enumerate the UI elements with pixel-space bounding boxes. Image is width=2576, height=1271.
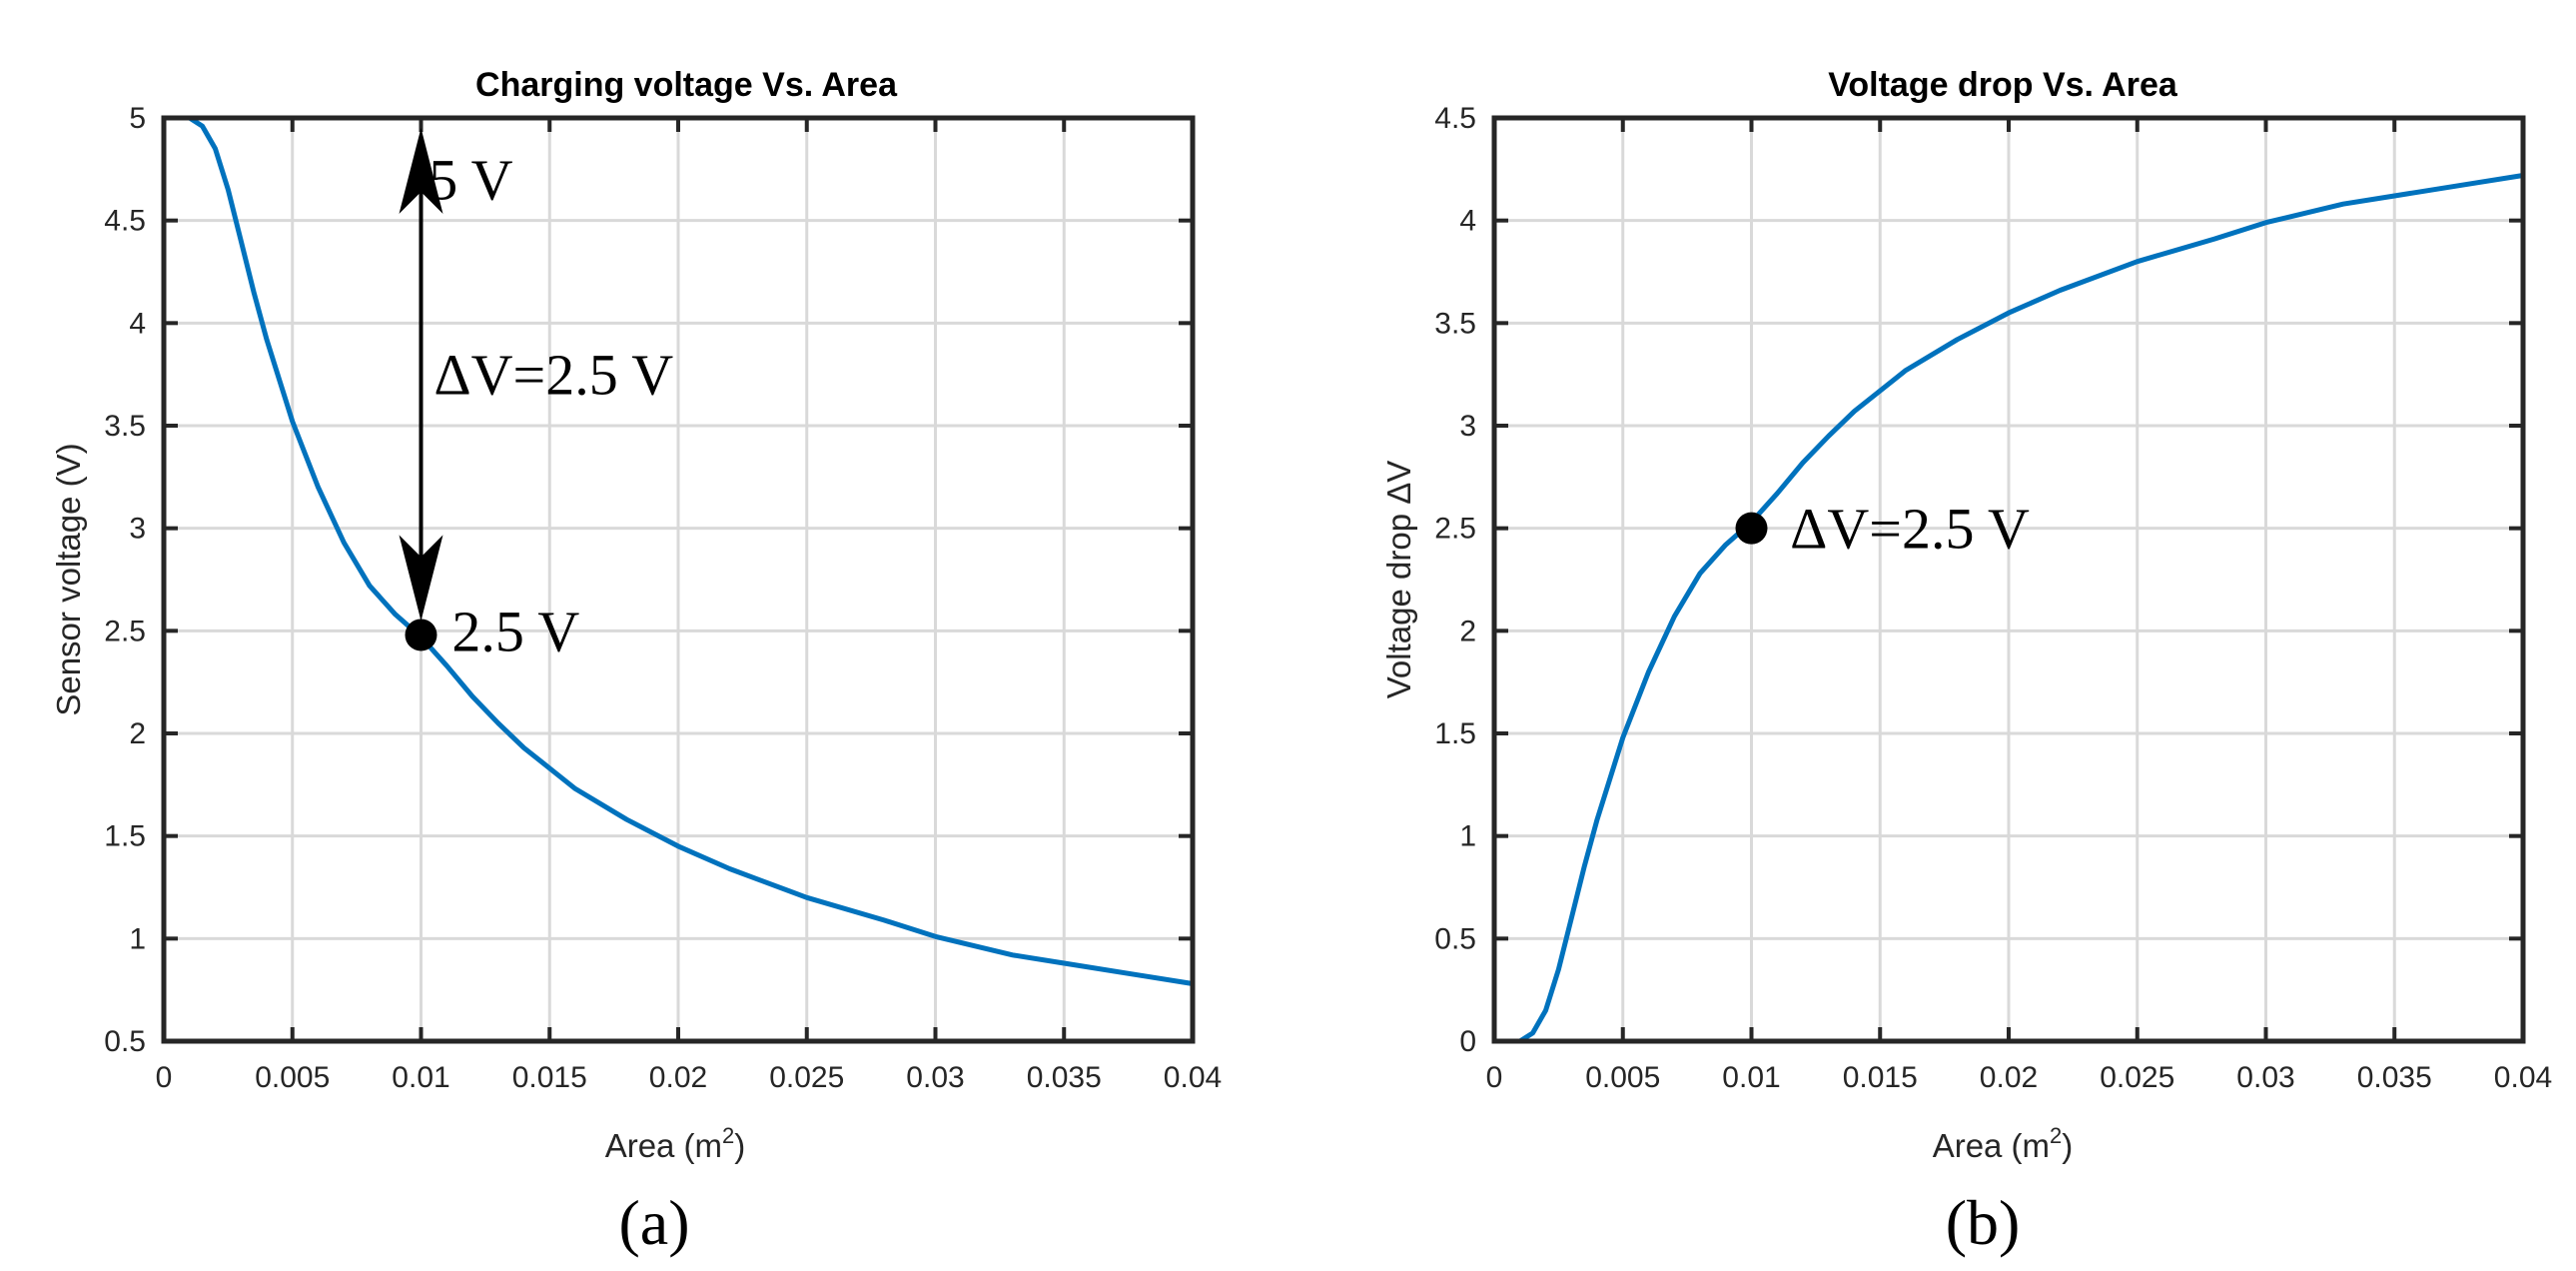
chart-a-annotation: 5 V	[429, 148, 512, 213]
chart-a-axes-frame	[161, 115, 1196, 1044]
chart-a-x-axis-label: Area (m2)	[605, 1123, 746, 1164]
chart-a-x-tick-label: 0.025	[769, 1061, 844, 1094]
chart-b-data-point-marker	[1735, 512, 1768, 545]
chart-a-delta-arrow	[399, 128, 443, 622]
chart-a-data-point-marker	[405, 619, 437, 651]
chart-a-x-tick-labels: 0 0.005 0.01 0.015 0.02 0.025 0.03 0.035 0.04	[156, 1061, 1223, 1094]
chart-b-y-tick-label: 1	[1459, 820, 1476, 853]
delta-arrow-head-up	[399, 128, 443, 214]
chart-a-annotations: 5 V ΔV=2.5 V 2.5 V	[429, 148, 673, 664]
chart-a-x-tick-label: 0.01	[392, 1061, 449, 1094]
chart-a-y-tick-label: 2	[129, 717, 146, 750]
chart-b-axes-frame	[1491, 115, 2526, 1044]
chart-a-x-tick-label: 0.04	[1164, 1061, 1222, 1094]
chart-b-series-line-1	[1517, 173, 2526, 1044]
chart-a-series-line-1	[187, 115, 1196, 986]
chart-a-panel-label: (a)	[618, 1187, 689, 1258]
chart-a-y-tick-label: 5	[129, 102, 146, 135]
chart-a-grid	[162, 116, 1195, 1043]
chart-b-y-tick-label: 2	[1459, 615, 1476, 647]
chart-b-x-tick-label: 0.03	[2236, 1061, 2294, 1094]
chart-a-x-tick-label: 0.035	[1027, 1061, 1102, 1094]
chart-b-y-tick-label: 0	[1459, 1025, 1476, 1058]
chart-a-annotation: ΔV=2.5 V	[433, 343, 673, 408]
chart-b-x-tick-label: 0.01	[1722, 1061, 1780, 1094]
chart-b-panel-label: (b)	[1946, 1187, 2021, 1258]
chart-b-x-tick-label: 0	[1486, 1061, 1503, 1094]
chart-a-y-tick-label: 1	[129, 922, 146, 955]
chart-b-y-tick-label: 4	[1459, 205, 1476, 238]
chart-a: Charging voltage Vs. Area 0 0.005 0.01 0.01…	[50, 66, 1222, 1258]
chart-a-y-tick-label: 0.5	[104, 1025, 146, 1058]
chart-a-x-tick-label: 0	[156, 1061, 173, 1094]
chart-b: Voltage drop Vs. Area 0 0.005 0.01 0.015 0.0…	[1380, 66, 2552, 1258]
chart-b-y-tick-label: 1.5	[1434, 717, 1476, 750]
chart-b-x-tick-label: 0.005	[1585, 1061, 1660, 1094]
chart-b-x-axis-label: Area (m2)	[1933, 1123, 2074, 1164]
chart-b-annotation: ΔV=2.5 V	[1790, 497, 2030, 562]
chart-b-marker	[1735, 512, 1768, 545]
chart-b-y-tick-labels: 0 0.5 1 1.5 2 2.5 3 3.5 4 4.5	[1434, 102, 1476, 1058]
chart-b-x-tick-label: 0.025	[2100, 1061, 2174, 1094]
chart-b-x-tick-label: 0.02	[1980, 1061, 2038, 1094]
chart-b-series	[1517, 173, 2526, 1044]
chart-a-series	[187, 115, 1196, 986]
chart-a-x-tick-label: 0.03	[906, 1061, 964, 1094]
chart-b-grid	[1492, 116, 2525, 1043]
chart-b-x-tick-label: 0.035	[2357, 1061, 2432, 1094]
chart-a-y-tick-labels: 0.5 1 1.5 2 2.5 3 3.5 4 4.5 5	[104, 102, 146, 1058]
chart-a-y-axis-label: Sensor voltage (V)	[50, 443, 87, 715]
chart-b-y-axis-label: Voltage drop ΔV	[1380, 461, 1417, 699]
chart-a-y-tick-label: 1.5	[104, 820, 146, 853]
chart-b-y-tick-label: 2.5	[1434, 513, 1476, 546]
delta-arrow-head-down	[399, 535, 443, 622]
chart-b-y-tick-label: 4.5	[1434, 102, 1476, 135]
chart-a-title: Charging voltage Vs. Area	[475, 66, 898, 104]
chart-b-y-tick-label: 3.5	[1434, 307, 1476, 340]
chart-b-x-tick-label: 0.015	[1843, 1061, 1918, 1094]
chart-a-y-tick-label: 4	[129, 307, 146, 340]
chart-b-x-tick-labels: 0 0.005 0.01 0.015 0.02 0.025 0.03 0.035 0.04	[1486, 1061, 2553, 1094]
chart-b-y-tick-label: 3	[1459, 410, 1476, 443]
chart-a-x-tick-label: 0.02	[649, 1061, 707, 1094]
chart-a-y-tick-label: 3.5	[104, 410, 146, 443]
chart-b-x-tick-label: 0.04	[2494, 1061, 2552, 1094]
chart-a-annotation: 2.5 V	[451, 599, 579, 663]
chart-b-annotations: ΔV=2.5 V	[1790, 497, 2030, 562]
chart-b-title: Voltage drop Vs. Area	[1828, 66, 2178, 104]
chart-a-y-tick-label: 4.5	[104, 205, 146, 238]
chart-b-y-tick-label: 0.5	[1434, 922, 1476, 955]
chart-a-y-tick-label: 2.5	[104, 615, 146, 647]
chart-a-marker	[405, 619, 437, 651]
chart-a-y-tick-label: 3	[129, 513, 146, 546]
chart-a-x-tick-label: 0.015	[512, 1061, 587, 1094]
chart-a-x-tick-label: 0.005	[255, 1061, 330, 1094]
